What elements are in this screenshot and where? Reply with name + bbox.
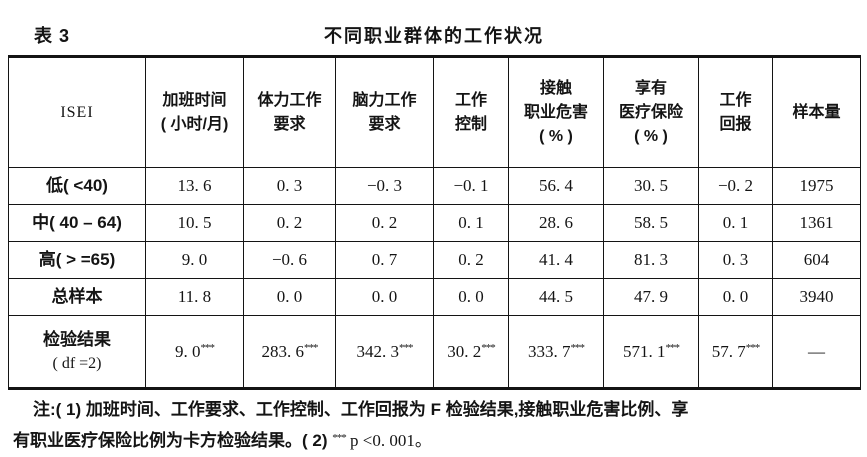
cell-job-control: 0. 2: [433, 241, 509, 279]
cell-mental-demand: −0. 3: [335, 167, 434, 205]
cell-sample-size-test: —: [772, 315, 861, 389]
cell-mental-demand: 0. 0: [335, 278, 434, 316]
row-label: 总样本: [8, 278, 146, 316]
cell-medical-insurance: 58. 5: [603, 204, 699, 242]
row-label: 低( <40): [8, 167, 146, 205]
col-header-mental-demand: 脑力工作 要求: [335, 56, 434, 168]
col-header-medical-insurance: 享有 医疗保险 ( % ): [603, 56, 699, 168]
col-header-hazard-exposure: 接触 职业危害 ( % ): [508, 56, 604, 168]
cell-medical-insurance-test: 571. 1***: [603, 315, 699, 389]
table-row-mid-isei: 中( 40 – 64) 10. 5 0. 2 0. 2 0. 1 28. 6 5…: [8, 204, 861, 242]
cell-sample-size: 1975: [772, 167, 861, 205]
table-row-test-results: 检验结果( df =2) 9. 0*** 283. 6*** 342. 3***…: [8, 315, 861, 389]
cell-job-control: 0. 1: [433, 204, 509, 242]
cell-job-reward: 0. 1: [698, 204, 773, 242]
cell-hazard-exposure-test: 333. 7***: [508, 315, 604, 389]
col-header-physical-demand: 体力工作 要求: [243, 56, 336, 168]
cell-sample-size: 604: [772, 241, 861, 279]
cell-job-reward: −0. 2: [698, 167, 773, 205]
cell-physical-demand: −0. 6: [243, 241, 336, 279]
cell-medical-insurance: 81. 3: [603, 241, 699, 279]
cell-sample-size: 1361: [772, 204, 861, 242]
row-label: 高( > =65): [8, 241, 146, 279]
cell-sample-size: 3940: [772, 278, 861, 316]
table-row-high-isei: 高( > =65) 9. 0 −0. 6 0. 7 0. 2 41. 4 81.…: [8, 241, 861, 279]
cell-job-control: −0. 1: [433, 167, 509, 205]
table-number-label: 表 3: [34, 26, 71, 46]
cell-job-reward: 0. 3: [698, 241, 773, 279]
cell-overtime: 9. 0: [145, 241, 244, 279]
footnote-line-1: 注:( 1) 加班时间、工作要求、工作控制、工作回报为 F 检验结果,接触职业危…: [33, 400, 689, 419]
col-header-job-control: 工作 控制: [433, 56, 509, 168]
header-row: ISEI 加班时间 ( 小时/月) 体力工作 要求 脑力工作 要求 工作 控制 …: [8, 56, 861, 168]
table-title: 不同职业群体的工作状况: [324, 26, 544, 46]
cell-mental-demand: 0. 2: [335, 204, 434, 242]
table-row-total-sample: 总样本 11. 8 0. 0 0. 0 0. 0 44. 5 47. 9 0. …: [8, 278, 861, 316]
cell-medical-insurance: 47. 9: [603, 278, 699, 316]
footnote-line-2: 有职业医疗保险比例为卡方检验结果。( 2) *** p <0. 001。: [13, 431, 432, 450]
table-caption: 表 3 不同职业群体的工作状况: [8, 20, 860, 52]
cell-overtime: 10. 5: [145, 204, 244, 242]
cell-job-control: 0. 0: [433, 278, 509, 316]
cell-job-reward: 0. 0: [698, 278, 773, 316]
cell-mental-demand-test: 342. 3***: [335, 315, 434, 389]
cell-physical-demand-test: 283. 6***: [243, 315, 336, 389]
col-header-overtime: 加班时间 ( 小时/月): [145, 56, 244, 168]
col-header-sample-size: 样本量: [772, 56, 861, 168]
cell-job-control-test: 30. 2***: [433, 315, 509, 389]
cell-medical-insurance: 30. 5: [603, 167, 699, 205]
cell-hazard-exposure: 28. 6: [508, 204, 604, 242]
table-row-low-isei: 低( <40) 13. 6 0. 3 −0. 3 −0. 1 56. 4 30.…: [8, 167, 861, 205]
cell-job-reward-test: 57. 7***: [698, 315, 773, 389]
occupation-work-table: ISEI 加班时间 ( 小时/月) 体力工作 要求 脑力工作 要求 工作 控制 …: [8, 55, 861, 390]
cell-overtime: 13. 6: [145, 167, 244, 205]
cell-physical-demand: 0. 3: [243, 167, 336, 205]
cell-overtime-test: 9. 0***: [145, 315, 244, 389]
table-footnote: 注:( 1) 加班时间、工作要求、工作控制、工作回报为 F 检验结果,接触职业危…: [13, 396, 859, 455]
cell-overtime: 11. 8: [145, 278, 244, 316]
row-label: 检验结果( df =2): [8, 315, 146, 389]
cell-hazard-exposure: 44. 5: [508, 278, 604, 316]
cell-hazard-exposure: 56. 4: [508, 167, 604, 205]
cell-mental-demand: 0. 7: [335, 241, 434, 279]
cell-physical-demand: 0. 2: [243, 204, 336, 242]
col-header-job-reward: 工作 回报: [698, 56, 773, 168]
cell-physical-demand: 0. 0: [243, 278, 336, 316]
col-header-isei: ISEI: [8, 56, 146, 168]
significance-stars: ***: [332, 432, 346, 444]
cell-hazard-exposure: 41. 4: [508, 241, 604, 279]
row-label: 中( 40 – 64): [8, 204, 146, 242]
